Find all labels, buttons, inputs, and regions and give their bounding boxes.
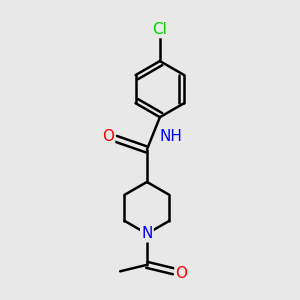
Text: NH: NH [159, 129, 182, 144]
Text: N: N [141, 226, 153, 241]
Text: O: O [176, 266, 188, 281]
Text: Cl: Cl [152, 22, 167, 37]
Text: O: O [102, 129, 114, 144]
